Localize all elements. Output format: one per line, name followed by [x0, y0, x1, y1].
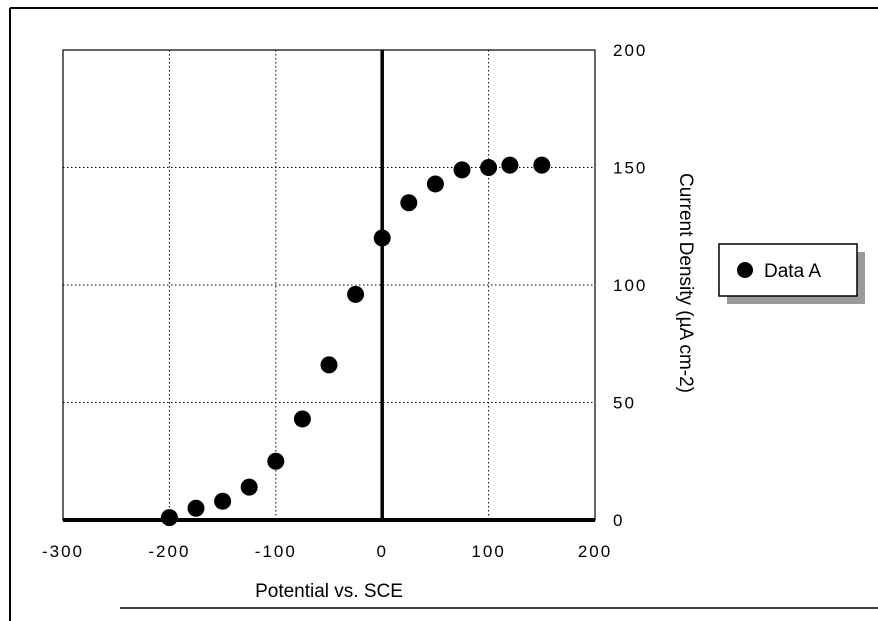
- y-tick-label: 100: [613, 276, 647, 295]
- x-tick-label: -300: [42, 542, 84, 561]
- legend-marker: [737, 262, 753, 278]
- y-tick-labels: 0 50 100 150 200: [613, 41, 647, 530]
- x-tick-label: 0: [376, 542, 387, 561]
- y-tick-label: 0: [613, 511, 624, 530]
- x-axis-title: Potential vs. SCE: [255, 581, 403, 602]
- data-point: [453, 161, 471, 179]
- data-point: [320, 356, 338, 374]
- data-point: [480, 159, 498, 176]
- y-tick-label: 50: [613, 394, 636, 413]
- legend-box: [718, 243, 858, 297]
- grid: [63, 50, 595, 520]
- x-tick-label: 100: [471, 542, 505, 561]
- data-point: [214, 492, 232, 510]
- x-tick-labels: -300 -200 -100 0 100 200: [42, 542, 612, 561]
- data-point: [160, 509, 178, 527]
- data-point: [501, 156, 519, 174]
- y-tick-label: 200: [613, 41, 647, 60]
- data-points: [160, 156, 551, 527]
- data-point: [240, 478, 258, 496]
- data-point: [373, 229, 391, 247]
- y-tick-label: 150: [613, 159, 647, 178]
- data-point: [267, 452, 285, 470]
- data-point: [400, 194, 418, 212]
- data-point: [426, 175, 444, 193]
- legend-label: Data A: [764, 261, 821, 282]
- data-point: [293, 410, 311, 428]
- x-tick-label: -100: [255, 542, 297, 561]
- x-tick-label: -200: [148, 542, 190, 561]
- data-point: [187, 499, 205, 517]
- x-tick-label: 200: [578, 542, 612, 561]
- legend: Data A: [718, 243, 865, 304]
- y-axis-title: Current Density (µA cm-2): [675, 173, 696, 393]
- axes: [63, 50, 595, 522]
- data-point: [347, 285, 365, 303]
- data-point: [533, 156, 551, 174]
